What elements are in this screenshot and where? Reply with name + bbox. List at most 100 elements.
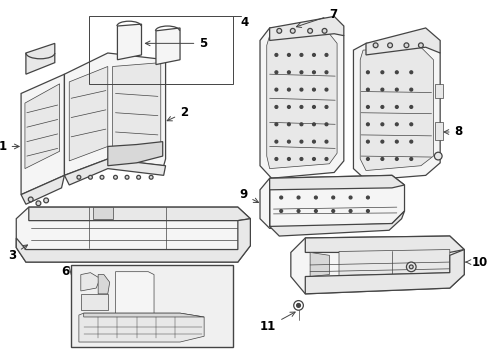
Polygon shape xyxy=(93,207,113,219)
Text: 6: 6 xyxy=(61,265,69,278)
Polygon shape xyxy=(310,252,329,276)
Circle shape xyxy=(300,71,303,74)
Circle shape xyxy=(275,54,278,57)
Circle shape xyxy=(288,123,291,126)
Circle shape xyxy=(349,196,352,199)
Circle shape xyxy=(410,88,413,91)
Circle shape xyxy=(36,201,41,206)
Circle shape xyxy=(325,105,328,108)
Polygon shape xyxy=(69,67,108,161)
Polygon shape xyxy=(291,236,464,294)
Polygon shape xyxy=(64,53,166,175)
Circle shape xyxy=(367,105,369,108)
Circle shape xyxy=(332,210,335,212)
Polygon shape xyxy=(270,190,405,236)
Circle shape xyxy=(367,210,369,212)
Circle shape xyxy=(275,71,278,74)
Circle shape xyxy=(325,88,328,91)
Circle shape xyxy=(300,88,303,91)
Circle shape xyxy=(100,175,104,179)
Circle shape xyxy=(288,88,291,91)
Circle shape xyxy=(409,265,413,269)
Polygon shape xyxy=(64,159,166,185)
Circle shape xyxy=(406,262,416,272)
Text: 2: 2 xyxy=(167,106,188,121)
Circle shape xyxy=(280,210,283,212)
Circle shape xyxy=(149,175,153,179)
Circle shape xyxy=(296,303,300,307)
Circle shape xyxy=(322,28,327,33)
Circle shape xyxy=(288,71,291,74)
Text: 1: 1 xyxy=(0,140,19,153)
Circle shape xyxy=(28,197,33,202)
Text: 8: 8 xyxy=(444,126,463,139)
Circle shape xyxy=(410,123,413,126)
Circle shape xyxy=(77,175,81,179)
Polygon shape xyxy=(156,28,180,64)
Circle shape xyxy=(381,123,384,126)
Circle shape xyxy=(313,71,316,74)
Polygon shape xyxy=(16,219,250,262)
Circle shape xyxy=(288,54,291,57)
Polygon shape xyxy=(108,141,163,166)
Circle shape xyxy=(367,123,369,126)
Circle shape xyxy=(85,276,89,280)
Polygon shape xyxy=(98,275,110,294)
Circle shape xyxy=(275,123,278,126)
Circle shape xyxy=(313,105,316,108)
Circle shape xyxy=(313,88,316,91)
Circle shape xyxy=(367,140,369,143)
Circle shape xyxy=(367,71,369,74)
Circle shape xyxy=(125,175,129,179)
Circle shape xyxy=(300,140,303,143)
Circle shape xyxy=(291,28,295,33)
Circle shape xyxy=(315,196,318,199)
Polygon shape xyxy=(260,26,344,178)
Circle shape xyxy=(367,88,369,91)
Circle shape xyxy=(395,105,398,108)
Polygon shape xyxy=(435,122,443,140)
Circle shape xyxy=(300,54,303,57)
Circle shape xyxy=(288,158,291,161)
Circle shape xyxy=(367,158,369,161)
Circle shape xyxy=(332,196,335,199)
Circle shape xyxy=(89,175,93,179)
Circle shape xyxy=(275,105,278,108)
Circle shape xyxy=(275,158,278,161)
Circle shape xyxy=(381,71,384,74)
Circle shape xyxy=(315,210,318,212)
Polygon shape xyxy=(339,249,450,275)
Circle shape xyxy=(114,175,118,179)
Circle shape xyxy=(325,158,328,161)
Circle shape xyxy=(388,43,392,48)
Text: 10: 10 xyxy=(466,256,488,269)
Polygon shape xyxy=(29,207,250,221)
Polygon shape xyxy=(21,74,64,195)
Polygon shape xyxy=(16,207,250,262)
Polygon shape xyxy=(84,313,204,317)
Circle shape xyxy=(373,43,378,48)
Polygon shape xyxy=(81,273,100,291)
Text: 4: 4 xyxy=(241,17,249,30)
Circle shape xyxy=(44,198,49,203)
Polygon shape xyxy=(270,17,344,40)
Polygon shape xyxy=(360,47,434,171)
Circle shape xyxy=(418,43,423,48)
Polygon shape xyxy=(305,236,464,252)
Polygon shape xyxy=(21,175,64,204)
Circle shape xyxy=(297,196,300,199)
Circle shape xyxy=(297,210,300,212)
Text: 5: 5 xyxy=(146,37,208,50)
Circle shape xyxy=(275,88,278,91)
Polygon shape xyxy=(260,175,405,228)
Polygon shape xyxy=(81,294,108,310)
Polygon shape xyxy=(267,34,337,168)
Text: 11: 11 xyxy=(260,312,295,333)
Circle shape xyxy=(395,71,398,74)
Circle shape xyxy=(313,140,316,143)
Circle shape xyxy=(410,71,413,74)
Polygon shape xyxy=(118,24,142,60)
Circle shape xyxy=(395,158,398,161)
Circle shape xyxy=(410,105,413,108)
Circle shape xyxy=(313,123,316,126)
